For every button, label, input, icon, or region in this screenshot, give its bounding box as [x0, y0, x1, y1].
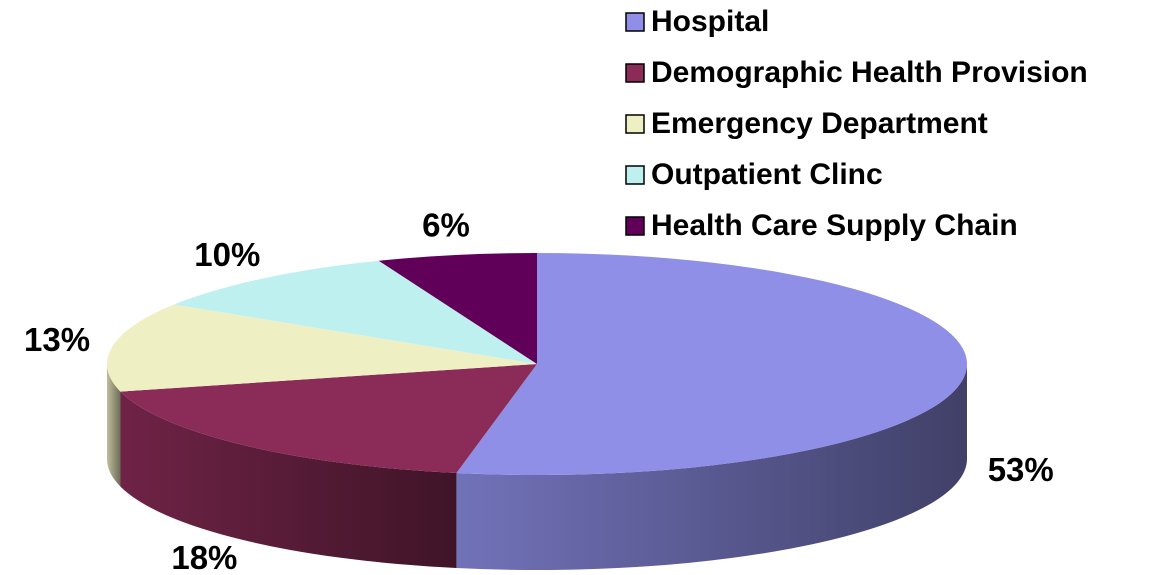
- legend-swatch: [625, 63, 645, 83]
- data-label: 10%: [194, 236, 260, 273]
- legend-swatch: [625, 165, 645, 185]
- pie-slice: [106, 304, 537, 392]
- legend-swatch: [625, 114, 645, 134]
- legend-label: Demographic Health Provision: [651, 56, 1088, 89]
- data-label: 13%: [24, 321, 90, 358]
- legend-label: Emergency Department: [651, 107, 988, 140]
- slice-side: [107, 364, 121, 487]
- slice-side: [456, 364, 967, 570]
- legend-label: Health Care Supply Chain: [651, 209, 1018, 242]
- pie-slice: [456, 253, 967, 475]
- data-label: 6%: [422, 206, 470, 243]
- pie-slice: [378, 253, 537, 364]
- pie-slice: [120, 364, 537, 474]
- data-label: 53%: [988, 451, 1054, 488]
- legend-swatch: [625, 12, 645, 32]
- legend-swatch: [625, 216, 645, 236]
- legend-label: Hospital: [651, 5, 769, 38]
- data-label: 18%: [171, 539, 237, 575]
- pie-slice: [173, 260, 537, 364]
- legend-label: Outpatient Clinc: [651, 158, 883, 191]
- slice-side: [120, 391, 457, 569]
